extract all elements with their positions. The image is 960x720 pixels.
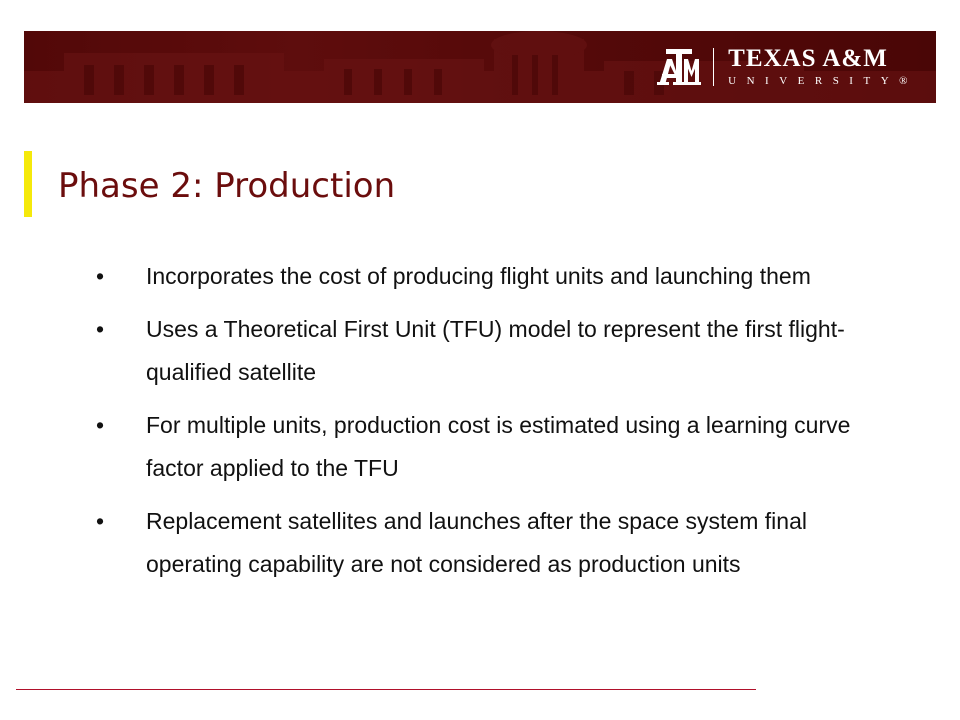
- bullet-item: • For multiple units, production cost is…: [96, 404, 906, 490]
- bullet-text: Incorporates the cost of producing fligh…: [146, 263, 811, 289]
- wordmark-subtitle: UNIVERSITY®: [728, 75, 918, 87]
- wordmark-title: TEXAS A&M: [728, 45, 888, 72]
- logo-divider: [713, 48, 715, 86]
- bullet-item: • Uses a Theoretical First Unit (TFU) mo…: [96, 308, 906, 394]
- university-logo: TEXAS A&M UNIVERSITY®: [657, 45, 918, 89]
- university-wordmark: TEXAS A&M UNIVERSITY®: [728, 46, 918, 88]
- atm-logo-icon: [657, 49, 702, 85]
- bullet-text: Uses a Theoretical First Unit (TFU) mode…: [146, 316, 845, 385]
- title-accent-bar: [24, 151, 32, 217]
- bullet-list: • Incorporates the cost of producing fli…: [96, 255, 906, 596]
- bullet-text: Replacement satellites and launches afte…: [146, 508, 807, 577]
- footer-divider: [16, 689, 756, 690]
- bullet-marker: •: [96, 316, 105, 342]
- header-banner: TEXAS A&M UNIVERSITY®: [24, 31, 936, 103]
- bullet-item: • Incorporates the cost of producing fli…: [96, 255, 906, 298]
- bullet-text: For multiple units, production cost is e…: [146, 412, 851, 481]
- slide-title: Phase 2: Production: [58, 166, 396, 206]
- bullet-item: • Replacement satellites and launches af…: [96, 500, 906, 586]
- bullet-marker: •: [96, 263, 105, 289]
- bullet-marker: •: [96, 508, 105, 534]
- building-background-image: [24, 31, 936, 103]
- bullet-marker: •: [96, 412, 105, 438]
